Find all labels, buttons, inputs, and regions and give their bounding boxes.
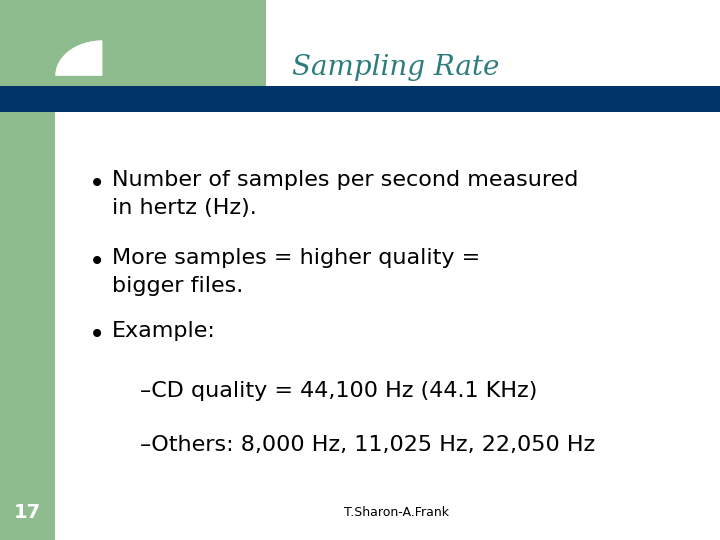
Polygon shape xyxy=(55,40,102,76)
Text: •: • xyxy=(89,321,105,349)
Polygon shape xyxy=(55,40,102,76)
Text: Example:: Example: xyxy=(112,321,215,341)
Text: –Others: 8,000 Hz, 11,025 Hz, 22,050 Hz: –Others: 8,000 Hz, 11,025 Hz, 22,050 Hz xyxy=(140,435,595,455)
FancyBboxPatch shape xyxy=(55,0,720,540)
Text: Sampling Rate: Sampling Rate xyxy=(292,54,500,81)
Text: •: • xyxy=(89,170,105,198)
Text: Number of samples per second measured
in hertz (Hz).: Number of samples per second measured in… xyxy=(112,170,578,218)
Text: •: • xyxy=(89,248,105,276)
Bar xyxy=(0,86,720,112)
Bar xyxy=(55,0,266,111)
Text: More samples = higher quality =
bigger files.: More samples = higher quality = bigger f… xyxy=(112,248,480,296)
Text: T.Sharon-A.Frank: T.Sharon-A.Frank xyxy=(343,507,449,519)
Text: 17: 17 xyxy=(14,503,41,523)
Bar xyxy=(55,0,102,111)
Text: –CD quality = 44,100 Hz (44.1 KHz): –CD quality = 44,100 Hz (44.1 KHz) xyxy=(140,381,538,401)
